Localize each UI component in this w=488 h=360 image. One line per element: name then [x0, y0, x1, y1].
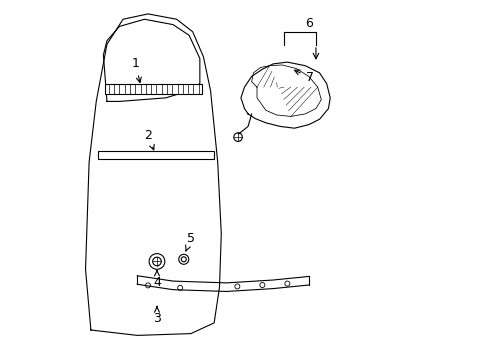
Bar	[98, 151, 214, 159]
Text: 2: 2	[144, 129, 154, 150]
Text: 6: 6	[305, 17, 313, 30]
Text: 3: 3	[153, 306, 161, 325]
Text: 1: 1	[131, 57, 141, 82]
Text: 5: 5	[185, 233, 195, 251]
Bar	[105, 84, 202, 94]
Text: 7: 7	[294, 70, 313, 84]
Text: 4: 4	[153, 271, 161, 289]
